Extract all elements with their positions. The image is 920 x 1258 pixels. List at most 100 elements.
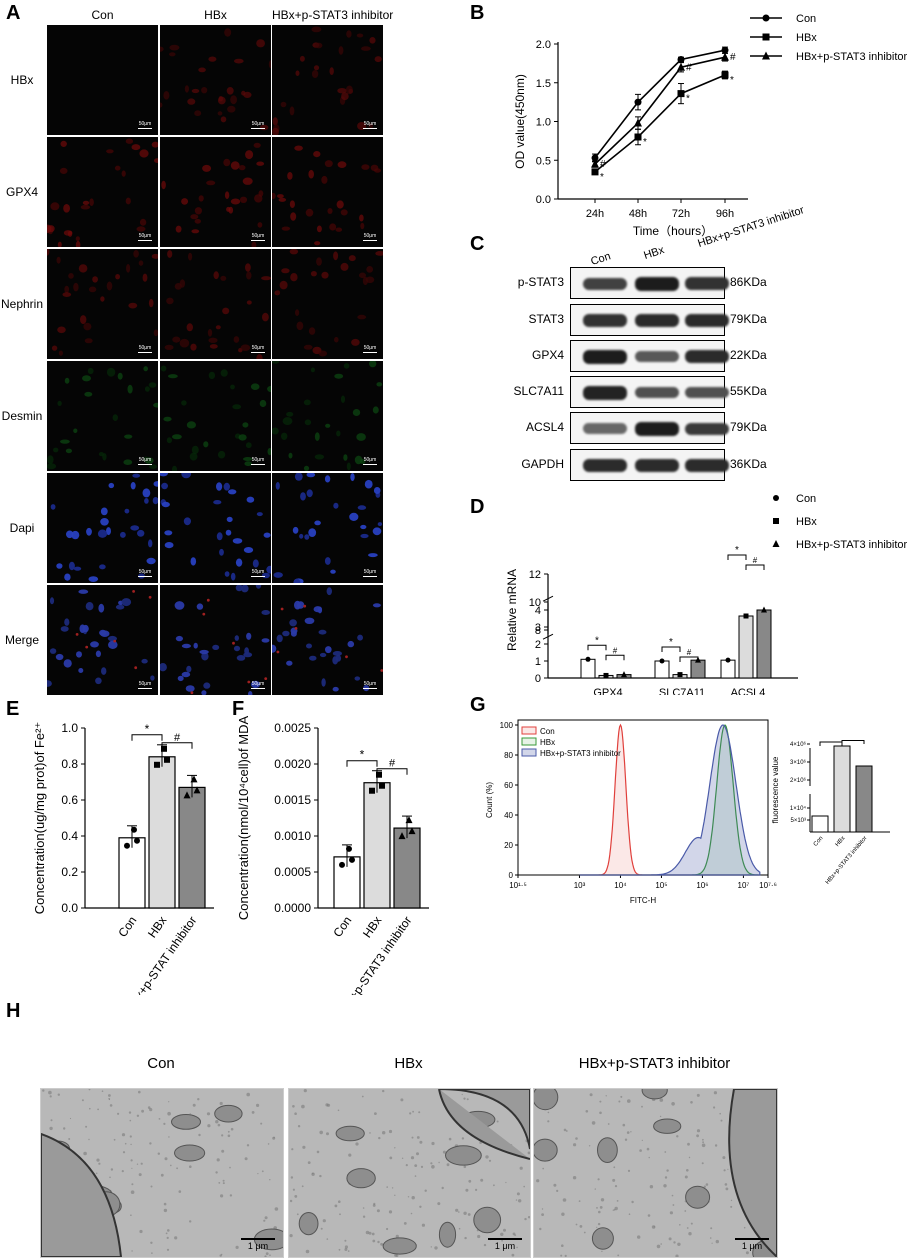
granule bbox=[151, 1252, 153, 1254]
granule bbox=[170, 1164, 172, 1167]
point-marker bbox=[379, 782, 385, 789]
cell-nucleus bbox=[190, 557, 197, 566]
granule bbox=[547, 1120, 550, 1123]
granule bbox=[575, 1137, 578, 1140]
x-tick-label: GPX4 bbox=[593, 687, 622, 695]
em-scale-label: 1 μm bbox=[741, 1241, 763, 1251]
granule bbox=[628, 1213, 631, 1215]
micrograph-cells bbox=[161, 142, 265, 249]
granule bbox=[301, 1185, 304, 1188]
granule bbox=[229, 1194, 233, 1197]
cell-nucleus bbox=[332, 651, 342, 656]
point-marker bbox=[773, 495, 779, 501]
bar bbox=[118, 837, 146, 909]
granule bbox=[221, 1134, 224, 1137]
cell-nucleus bbox=[144, 386, 150, 392]
granule bbox=[626, 1131, 630, 1134]
scale-label: 50μm bbox=[251, 681, 265, 687]
micrograph-cells bbox=[44, 138, 161, 249]
cell-nucleus bbox=[166, 297, 174, 305]
granule bbox=[727, 1168, 729, 1170]
cell-nucleus bbox=[321, 678, 326, 687]
granule bbox=[95, 1172, 98, 1175]
y-tick-label: 1.5 bbox=[536, 78, 551, 90]
cell-nucleus bbox=[289, 619, 297, 627]
granule bbox=[624, 1138, 628, 1141]
granule bbox=[388, 1210, 393, 1214]
granule bbox=[466, 1098, 469, 1101]
cell-nucleus bbox=[300, 492, 306, 501]
cell-nucleus bbox=[216, 532, 223, 541]
granule bbox=[108, 1098, 111, 1101]
y-tick-label: 0.0000 bbox=[274, 901, 311, 915]
mitochondrion bbox=[335, 1125, 365, 1142]
cell-nucleus bbox=[224, 191, 230, 199]
granule bbox=[556, 1189, 559, 1192]
cell-nucleus bbox=[99, 564, 106, 570]
point-marker bbox=[124, 842, 130, 849]
granule bbox=[679, 1224, 681, 1226]
mitochondrion bbox=[346, 1168, 376, 1189]
granule bbox=[416, 1136, 420, 1139]
cell-nucleus bbox=[230, 95, 237, 105]
granule bbox=[720, 1119, 723, 1122]
granule bbox=[711, 1242, 713, 1244]
granule bbox=[215, 1120, 219, 1124]
mitochondrion bbox=[641, 1089, 668, 1100]
cell-nucleus bbox=[130, 482, 136, 490]
cell-nucleus bbox=[244, 647, 249, 655]
granule bbox=[641, 1105, 643, 1108]
cell-nucleus bbox=[189, 452, 198, 461]
bar bbox=[756, 609, 772, 679]
granule bbox=[503, 1228, 506, 1232]
cell-nucleus bbox=[50, 202, 60, 211]
cell-nucleus bbox=[207, 329, 213, 337]
granule bbox=[88, 1089, 91, 1091]
mitochondrion bbox=[445, 1145, 482, 1166]
cell-nucleus bbox=[95, 677, 102, 685]
cell-nucleus bbox=[250, 680, 261, 688]
band bbox=[635, 350, 679, 363]
granule bbox=[221, 1149, 225, 1153]
cell-nucleus bbox=[288, 452, 293, 459]
micrograph-cells bbox=[268, 587, 384, 692]
granule bbox=[174, 1236, 178, 1240]
cell-nucleus bbox=[97, 529, 108, 538]
cell-nucleus bbox=[187, 98, 196, 105]
granule bbox=[216, 1158, 220, 1162]
granule bbox=[653, 1226, 655, 1228]
cell-nucleus bbox=[181, 469, 192, 479]
significance-bracket bbox=[161, 742, 193, 749]
significance-mark: # bbox=[686, 62, 692, 73]
band bbox=[635, 386, 679, 399]
point-marker bbox=[164, 756, 170, 763]
y-tick-label: 60 bbox=[504, 781, 513, 790]
scale-bar: 50μm bbox=[363, 681, 377, 689]
cell-nucleus bbox=[263, 532, 271, 538]
granule bbox=[57, 1093, 60, 1096]
granule bbox=[391, 1187, 394, 1189]
panel-letter-f: F bbox=[232, 698, 245, 720]
granule bbox=[588, 1145, 591, 1147]
granule bbox=[527, 1216, 530, 1219]
protein-label-4: ACSL4 bbox=[525, 420, 564, 434]
cell-nucleus bbox=[58, 350, 63, 356]
cell-nucleus bbox=[191, 88, 200, 94]
cell-nucleus bbox=[194, 110, 202, 117]
granule bbox=[687, 1142, 690, 1146]
cell-nucleus bbox=[78, 589, 89, 594]
granule bbox=[599, 1111, 602, 1115]
granule bbox=[294, 1112, 297, 1115]
cell-nucleus bbox=[156, 46, 164, 52]
granule bbox=[109, 1176, 111, 1179]
cell-nucleus bbox=[181, 400, 187, 406]
cell-nucleus bbox=[228, 489, 237, 495]
granule bbox=[564, 1254, 567, 1257]
cell-nucleus bbox=[164, 530, 173, 536]
scale-line bbox=[363, 128, 377, 129]
cell-nucleus bbox=[246, 271, 252, 280]
point-marker bbox=[621, 671, 627, 678]
granule bbox=[130, 1159, 133, 1162]
y-tick-label: 1.0 bbox=[61, 721, 78, 735]
significance-mark: # bbox=[613, 646, 618, 655]
